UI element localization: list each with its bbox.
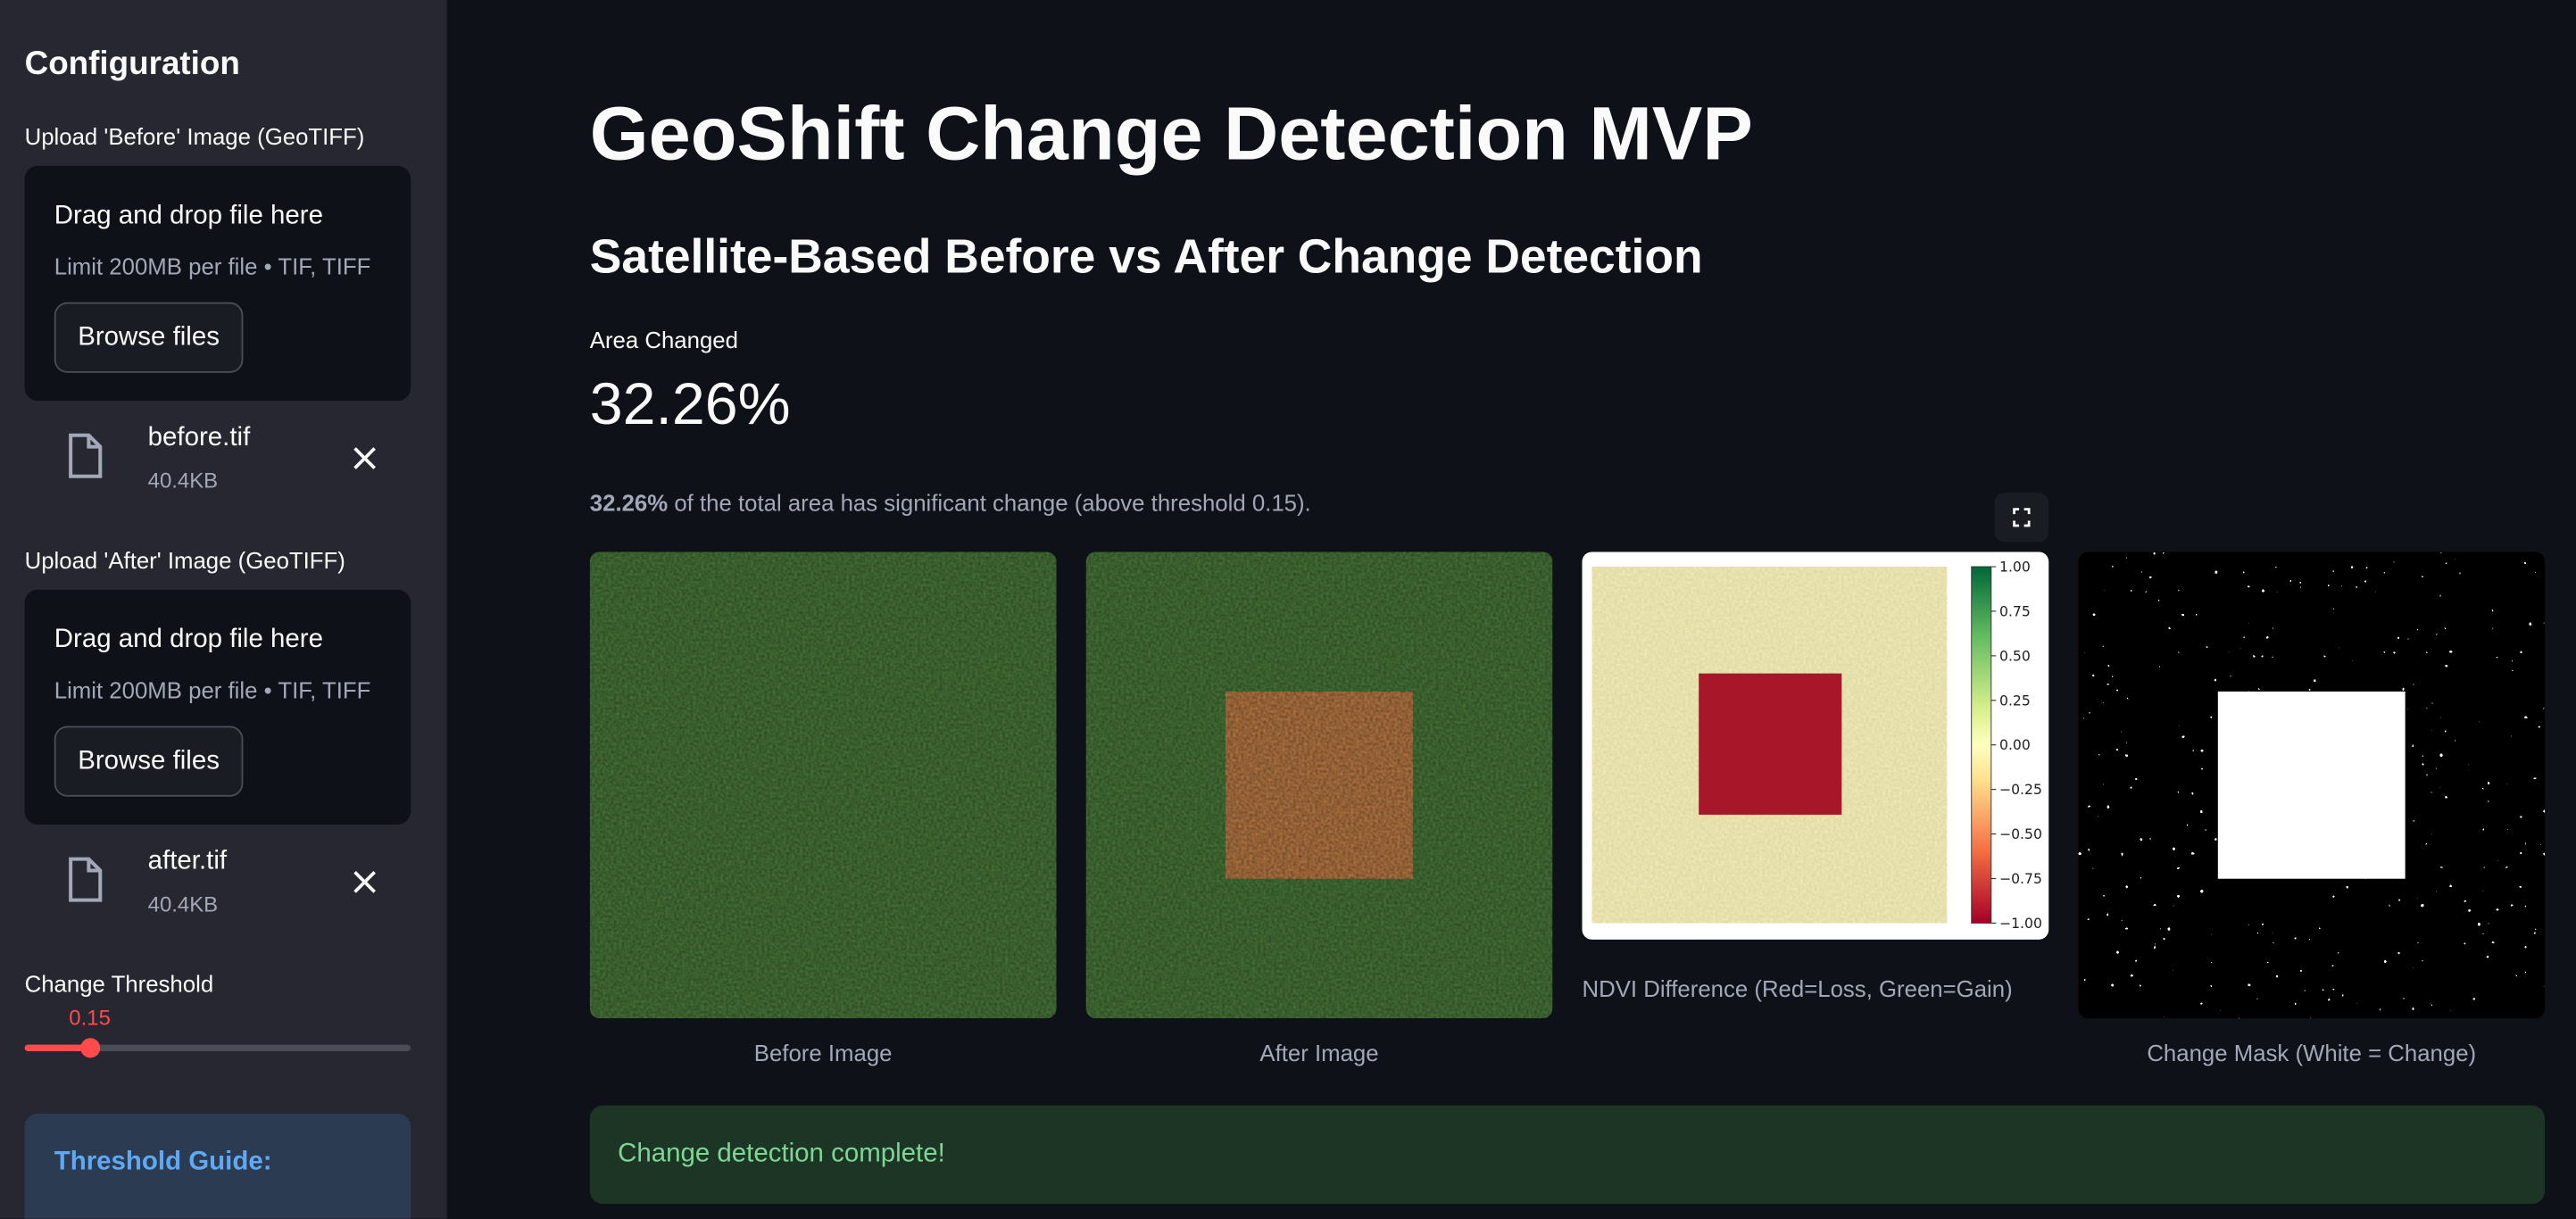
drop-text: Drag and drop file here: [54, 202, 323, 230]
colorbar-tick-label: −0.50: [1999, 825, 2042, 842]
slider-handle[interactable]: [80, 1038, 101, 1058]
remove-file[interactable]: [353, 871, 377, 894]
slider-label: Change Threshold: [24, 970, 214, 998]
colorbar-tick-label: 0.50: [1999, 647, 2031, 664]
file-size: 40.4KB: [147, 891, 219, 917]
metric-value: 32.26%: [589, 369, 791, 437]
browse-button[interactable]: Browse files: [54, 302, 244, 373]
info-title: Threshold Guide:: [54, 1148, 272, 1176]
upload-label: Upload 'Before' Image (GeoTIFF): [24, 123, 365, 150]
info-box: Threshold Guide:: [24, 1113, 411, 1219]
drop-zone[interactable]: Drag and drop file here Limit 200MB per …: [24, 589, 411, 825]
upload-label: Upload 'After' Image (GeoTIFF): [24, 546, 345, 574]
remove-file[interactable]: [353, 447, 377, 470]
colorbar-tick-label: 0.25: [1999, 692, 2031, 709]
slider-track[interactable]: [24, 1044, 411, 1051]
colorbar-tick-label: 1.00: [1999, 559, 2031, 576]
colorbar-tick-label: −0.75: [1999, 870, 2042, 887]
file-size: 40.4KB: [147, 468, 219, 493]
file-icon: [69, 433, 103, 478]
image-caption: After Image: [1259, 1040, 1379, 1066]
after-image: [1085, 551, 1553, 1019]
page-subtitle: Satellite-Based Before vs After Change D…: [589, 231, 1703, 285]
success-alert: Change detection complete!: [589, 1105, 2546, 1205]
file-icon: [69, 857, 103, 902]
sidebar: Configuration Upload 'Before' Image (Geo…: [0, 0, 447, 1219]
limit-text: Limit 200MB per file • TIF, TIFF: [54, 676, 371, 703]
colorbar-tick-label: −0.25: [1999, 781, 2042, 798]
slider-fill: [24, 1044, 91, 1051]
ndvi-image: 1.00 0.75 0.50 0.25 0.00 −0.25 −0.50 −0.75 −1.00: [1582, 551, 2049, 940]
drop-zone[interactable]: Drag and drop file here Limit 200MB per …: [24, 165, 411, 402]
before-image: [589, 551, 1057, 1019]
sidebar-title: Configuration: [24, 46, 240, 83]
browse-button[interactable]: Browse files: [54, 726, 244, 797]
success-text: Change detection complete!: [618, 1140, 945, 1168]
slider-value: 0.15: [69, 1005, 111, 1031]
colorbar-tick-label: −1.00: [1999, 915, 2042, 932]
summary: 32.26% of the total area has significant…: [590, 489, 1311, 515]
summary-bold: 32.26%: [589, 489, 669, 516]
image-caption: Before Image: [753, 1040, 893, 1066]
file-name: after.tif: [147, 847, 228, 876]
page-title: GeoShift Change Detection MVP: [589, 90, 1753, 176]
metric-label: Area Changed: [589, 327, 738, 353]
colorbar-tick-label: 0.00: [1999, 736, 2031, 753]
file-name: before.tif: [147, 423, 251, 452]
fullscreen-button[interactable]: [1994, 493, 2049, 543]
drop-text: Drag and drop file here: [54, 626, 323, 654]
limit-text: Limit 200MB per file • TIF, TIFF: [54, 253, 371, 279]
colorbar-tick-label: 0.75: [1999, 602, 2031, 619]
summary-text: of the total area has significant change…: [668, 489, 1311, 516]
image-caption: NDVI Difference (Red=Loss, Green=Gain): [1582, 975, 2013, 1002]
mask-image: [2078, 551, 2546, 1019]
image-caption: Change Mask (White = Change): [2147, 1040, 2477, 1066]
